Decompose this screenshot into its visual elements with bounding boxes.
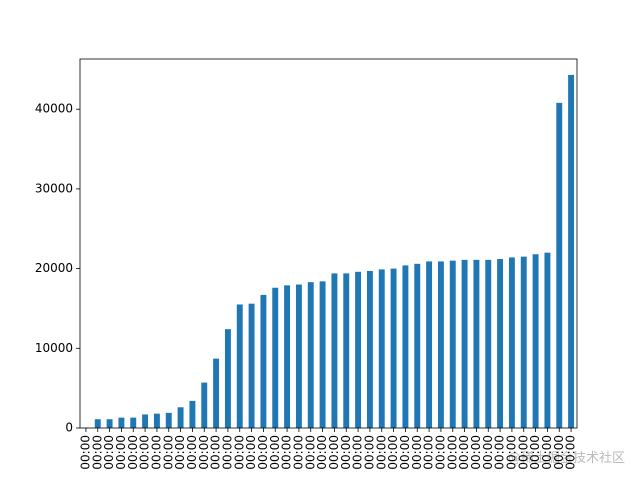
x-tick-label: 00:00 — [220, 435, 234, 470]
bar — [544, 252, 551, 428]
bar — [142, 414, 149, 428]
x-tick-label: 00:00 — [268, 435, 282, 470]
bar — [106, 419, 113, 428]
bar — [189, 400, 196, 428]
y-tick-label: 30000 — [35, 181, 73, 195]
bar — [402, 265, 409, 428]
y-tick-label: 0 — [65, 421, 73, 435]
x-tick-label: 00:00 — [138, 435, 152, 470]
bar — [461, 259, 468, 428]
x-tick-label: 00:00 — [564, 435, 578, 470]
x-tick-label: 00:00 — [173, 435, 187, 470]
bar — [201, 382, 208, 428]
bar — [236, 304, 243, 428]
x-tick-label: 00:00 — [90, 435, 104, 470]
x-tick-label: 00:00 — [457, 435, 471, 470]
bar — [449, 260, 456, 428]
x-tick-label: 00:00 — [149, 435, 163, 470]
bar — [272, 287, 279, 428]
bar — [295, 284, 302, 428]
x-tick-label: 00:00 — [327, 435, 341, 470]
x-tick-label: 00:00 — [78, 435, 92, 470]
x-tick-label: 00:00 — [552, 435, 566, 470]
x-tick-label: 00:00 — [303, 435, 317, 470]
bar — [390, 268, 397, 428]
bar — [331, 273, 338, 428]
bar — [437, 261, 444, 428]
bar — [497, 259, 504, 428]
bar — [343, 273, 350, 428]
x-tick-label: 00:00 — [493, 435, 507, 470]
bar — [319, 281, 326, 428]
x-tick-label: 00:00 — [540, 435, 554, 470]
bar — [248, 303, 255, 428]
x-tick-label: 00:00 — [362, 435, 376, 470]
x-tick-label: 00:00 — [469, 435, 483, 470]
bar — [414, 263, 421, 428]
bar — [485, 259, 492, 428]
y-tick-label: 40000 — [35, 102, 73, 116]
y-tick-label: 20000 — [35, 261, 73, 275]
x-tick-label: 00:00 — [422, 435, 436, 470]
bar — [532, 254, 539, 428]
x-tick-label: 00:00 — [114, 435, 128, 470]
bar — [307, 282, 314, 428]
x-tick-label: 00:00 — [386, 435, 400, 470]
bar — [520, 256, 527, 428]
x-tick-label: 00:00 — [232, 435, 246, 470]
bar — [94, 419, 101, 428]
x-tick-label: 00:00 — [291, 435, 305, 470]
x-tick-label: 00:00 — [410, 435, 424, 470]
y-tick-label: 10000 — [35, 341, 73, 355]
bar — [355, 271, 362, 428]
bar — [177, 407, 184, 428]
bar — [284, 285, 291, 428]
plot-frame — [79, 58, 578, 429]
watermark: @稀土掘金技术社区 — [508, 450, 625, 466]
bar — [366, 270, 373, 428]
x-tick-label: 00:00 — [528, 435, 542, 470]
x-tick-label: 00:00 — [433, 435, 447, 470]
bar — [130, 417, 137, 428]
x-tick-label: 00:00 — [185, 435, 199, 470]
x-tick-label: 00:00 — [315, 435, 329, 470]
x-tick-label: 00:00 — [339, 435, 353, 470]
bar — [165, 412, 172, 428]
x-tick-label: 00:00 — [244, 435, 258, 470]
bar — [118, 417, 125, 428]
x-tick-label: 00:00 — [161, 435, 175, 470]
x-tick-label: 00:00 — [256, 435, 270, 470]
x-tick-label: 00:00 — [516, 435, 530, 470]
x-tick-label: 00:00 — [280, 435, 294, 470]
bar — [556, 102, 563, 429]
bar — [473, 259, 480, 428]
bar — [508, 257, 515, 428]
x-tick-label: 00:00 — [481, 435, 495, 470]
x-tick-label: 00:00 — [209, 435, 223, 470]
x-tick-label: 00:00 — [197, 435, 211, 470]
bar — [224, 329, 231, 428]
bar — [568, 74, 575, 429]
x-tick-label: 00:00 — [102, 435, 116, 470]
x-tick-label: 00:00 — [351, 435, 365, 470]
x-tick-label: 00:00 — [398, 435, 412, 470]
bar — [213, 358, 220, 428]
bar — [153, 413, 160, 428]
x-tick-label: 00:00 — [374, 435, 388, 470]
bar — [260, 294, 267, 428]
bar — [426, 261, 433, 428]
x-tick-label: 00:00 — [126, 435, 140, 470]
bar — [378, 269, 385, 428]
x-tick-label: 00:00 — [445, 435, 459, 470]
x-tick-label: 00:00 — [504, 435, 518, 470]
